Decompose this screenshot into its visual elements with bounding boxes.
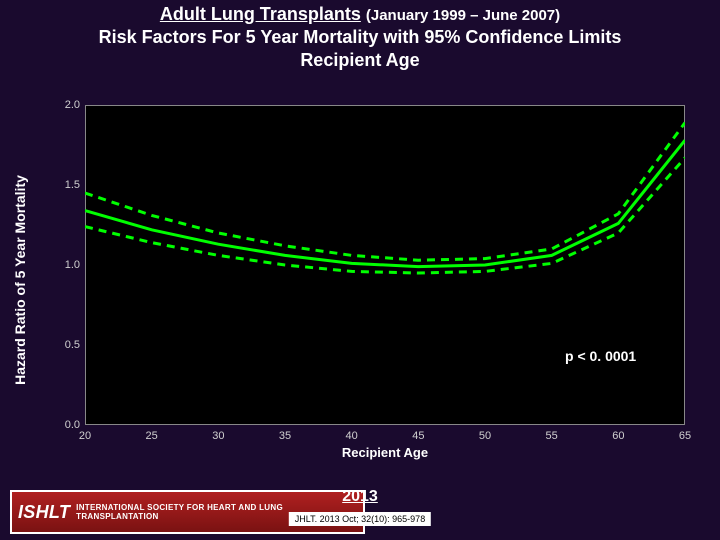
x-tick: 45 bbox=[403, 430, 433, 442]
y-axis-label: Hazard Ratio of 5 Year Mortality bbox=[12, 175, 28, 385]
title-main: Adult Lung Transplants bbox=[160, 4, 361, 24]
ci-upper-line bbox=[85, 123, 685, 261]
logo-acronym: ISHLT bbox=[18, 502, 70, 523]
y-tick: 1.5 bbox=[50, 179, 80, 191]
ci-lower-line bbox=[85, 158, 685, 273]
x-tick: 50 bbox=[470, 430, 500, 442]
title-line-1: Adult Lung Transplants (January 1999 – J… bbox=[0, 4, 720, 25]
x-tick: 55 bbox=[537, 430, 567, 442]
x-tick: 65 bbox=[670, 430, 700, 442]
x-tick: 40 bbox=[337, 430, 367, 442]
y-tick: 2.0 bbox=[50, 99, 80, 111]
x-tick: 25 bbox=[137, 430, 167, 442]
x-axis-label: Recipient Age bbox=[342, 445, 428, 460]
title-line-2: Risk Factors For 5 Year Mortality with 9… bbox=[0, 27, 720, 48]
hazard-center-line bbox=[85, 140, 685, 266]
chart-svg bbox=[85, 105, 685, 425]
footer-citation: JHLT. 2013 Oct; 32(10): 965-978 bbox=[289, 512, 431, 526]
slide-root: Adult Lung Transplants (January 1999 – J… bbox=[0, 0, 720, 540]
y-tick: 0.5 bbox=[50, 339, 80, 351]
x-tick: 35 bbox=[270, 430, 300, 442]
x-tick: 30 bbox=[203, 430, 233, 442]
title-block: Adult Lung Transplants (January 1999 – J… bbox=[0, 0, 720, 71]
x-tick: 60 bbox=[603, 430, 633, 442]
chart: Hazard Ratio of 5 Year Mortality 0.00.51… bbox=[30, 95, 695, 465]
title-line-3: Recipient Age bbox=[0, 50, 720, 71]
y-tick: 1.0 bbox=[50, 259, 80, 271]
x-tick: 20 bbox=[70, 430, 100, 442]
footer-year: 2013 bbox=[342, 488, 378, 506]
plot-container: 0.00.51.01.52.0 20253035404550556065 Rec… bbox=[85, 105, 685, 425]
footer: ISHLT INTERNATIONAL SOCIETY FOR HEART AN… bbox=[0, 478, 720, 540]
p-value-annotation: p < 0. 0001 bbox=[565, 348, 636, 364]
title-sub: (January 1999 – June 2007) bbox=[366, 7, 560, 24]
